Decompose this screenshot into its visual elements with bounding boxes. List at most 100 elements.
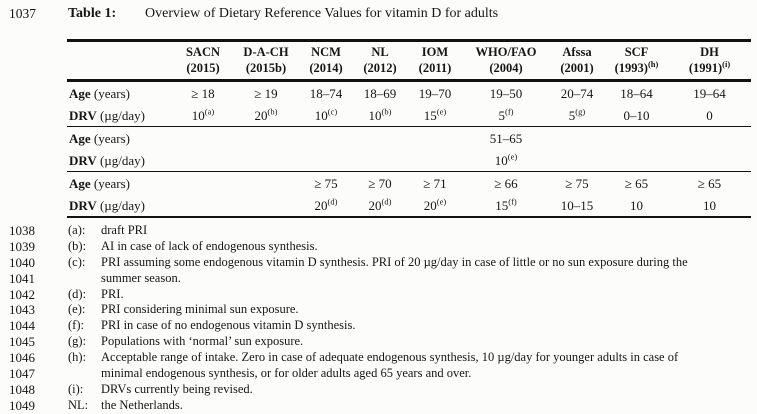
age-cell (173, 127, 233, 150)
column-header-sacn: SACN (2015) (185, 45, 221, 75)
footnote-row: 1049 NL: the Netherlands. (0, 398, 757, 414)
age-cell: 19–64 (693, 85, 726, 101)
age-cell (299, 127, 353, 150)
footnote-line-number: 1049 (9, 397, 35, 413)
footnote-text: DRVs currently being revised. (101, 381, 253, 396)
footnote-label: NL: (68, 397, 89, 412)
drv-cell: 0–10 (623, 107, 650, 123)
age-row: Age (years) ≥ 75 ≥ 70 ≥ 71 ≥ 66 ≥ 75 ≥ 65 ≥ 65 (67, 172, 751, 195)
age-cell: 19–50 (489, 85, 523, 101)
age-cell (605, 127, 668, 150)
footnote-row: 1038 (a): draft PRI (0, 223, 757, 239)
footnote-label: (g): (68, 334, 87, 349)
age-row-label: Age (years) (69, 85, 131, 101)
footnote-line-number: 1047 (9, 366, 35, 382)
drv-cell: 20(b) (254, 106, 278, 123)
footnote-label: (c): (68, 254, 86, 269)
drv-cell (299, 149, 353, 172)
drv-cell (353, 149, 407, 172)
column-header-d-a-ch: D-A-CH (2015b) (243, 45, 289, 75)
age-cell: 20–74 (560, 85, 594, 101)
age-cell: ≥ 75 (314, 175, 338, 191)
footnote-row: 1041 summer season. (0, 271, 757, 287)
age-group-section: Age (years) 51–65 DRV (µg/day) 10(e) (67, 126, 751, 172)
table-caption: 1037 Table 1: Overview of Dietary Refere… (0, 0, 757, 28)
drv-table-header: SACN (2015) D-A-CH (2015b) NCM (2014) NL (2012)… (67, 41, 751, 81)
age-cell: ≥ 75 (565, 175, 589, 191)
footnote-text: the Netherlands. (101, 397, 183, 412)
column-header-iom: IOM (2011) (418, 45, 452, 75)
age-cell: 19–70 (418, 85, 452, 101)
age-group-section: Age (years) ≥ 75 ≥ 70 ≥ 71 ≥ 66 ≥ 75 ≥ 65 ≥ 65 D… (67, 171, 751, 218)
drv-cell: 5(f) (498, 106, 514, 123)
column-header-who-fao: WHO/FAO (2004) (475, 45, 537, 75)
footnote-row: 1044 (f): PRI in case of no endogenous vit… (0, 318, 757, 334)
age-cell (173, 172, 233, 195)
drv-row-label: DRV (µg/day) (69, 197, 145, 213)
age-cell: ≥ 18 (191, 85, 215, 101)
drv-cell: 10(c) (314, 106, 338, 123)
footnote-text: PRI. (101, 286, 124, 301)
footnote-line-number: 1041 (9, 270, 35, 286)
age-cell: 18–64 (620, 85, 653, 101)
age-cell: 51–65 (489, 130, 523, 146)
footnote-label: (i): (68, 381, 84, 396)
drv-cell (233, 149, 299, 172)
age-group-section: Age (years) ≥ 18 ≥ 19 18–74 18–69 19–70 19–50 2… (67, 81, 751, 127)
drv-row-label: DRV (µg/day) (69, 152, 145, 168)
footnote-line-number: 1042 (9, 286, 35, 302)
drv-cell (233, 194, 299, 217)
age-cell: ≥ 19 (254, 85, 278, 101)
footnote-label: (d): (68, 286, 87, 301)
drv-cell: 0 (706, 107, 713, 123)
age-cell: ≥ 71 (423, 175, 447, 191)
footnote-line-number: 1038 (9, 223, 35, 238)
footnotes: 1038 (a): draft PRI 1039 (b): AI in case of l… (0, 223, 757, 414)
drv-cell: 15(e) (423, 106, 447, 123)
drv-cell (173, 149, 233, 172)
age-cell (549, 127, 605, 150)
drv-row: DRV (µg/day) 10(e) (67, 149, 751, 172)
column-header-nl: NL (2012) (363, 45, 397, 75)
footnote-line-number: 1045 (9, 334, 35, 350)
footnote-text: Populations with ‘normal’ sun exposure. (101, 334, 304, 349)
drv-cell (549, 149, 605, 172)
drv-cell (173, 194, 233, 217)
drv-cell: 10–15 (560, 197, 594, 213)
drv-cell (668, 149, 751, 172)
footnote-row: 1039 (b): AI in case of lack of endogenous… (0, 239, 757, 255)
drv-cell: 20(e) (423, 196, 447, 213)
age-row-label: Age (years) (69, 130, 131, 146)
age-cell: ≥ 65 (697, 175, 722, 191)
header-empty-cell (67, 41, 173, 81)
age-cell: ≥ 66 (494, 175, 518, 191)
age-row-label: Age (years) (69, 175, 131, 191)
column-header-dh: DH (1991)(i) (688, 45, 731, 75)
column-header-afssa: Afssa (2001) (560, 45, 594, 75)
footnote-text: Acceptable range of intake. Zero in case… (101, 350, 679, 365)
age-row: Age (years) ≥ 18 ≥ 19 18–74 18–69 19–70 19–50 2… (67, 81, 751, 105)
footnote-text: minimal endogenous synthesis, or for old… (101, 366, 472, 381)
drv-cell: 10(e) (494, 151, 518, 168)
footnote-row: 1040 (c): PRI assuming some endogenous vit… (0, 255, 757, 271)
column-header-ncm: NCM (2014) (309, 45, 343, 75)
footnote-line-number: 1039 (9, 238, 35, 254)
drv-cell: 10 (630, 197, 643, 213)
drv-row: DRV (µg/day) 20(d) 20(d) 20(e) 15(f) 10–15 10 1… (67, 194, 751, 217)
footnote-text: summer season. (101, 270, 181, 285)
footnote-row: 1047 minimal endogenous synthesis, or for… (0, 366, 757, 382)
age-cell (407, 127, 463, 150)
drv-cell: 10 (703, 197, 716, 213)
footnote-line-number: 1048 (9, 381, 35, 397)
drv-cell: 10(a) (191, 106, 215, 123)
footnote-text: draft PRI (101, 223, 148, 237)
drv-cell: 20(d) (314, 196, 338, 213)
footnote-line-number: 1044 (9, 318, 35, 334)
drv-cell: 10(b) (368, 106, 392, 123)
age-cell: 18–69 (363, 85, 397, 101)
drv-row: DRV (µg/day) 10(a) 20(b) 10(c) 10(b) 15(e) 5(f… (67, 104, 751, 127)
age-row: Age (years) 51–65 (67, 127, 751, 150)
footnote-text: PRI considering minimal sun exposure. (101, 302, 299, 317)
drv-cell: 5(g) (568, 106, 586, 123)
